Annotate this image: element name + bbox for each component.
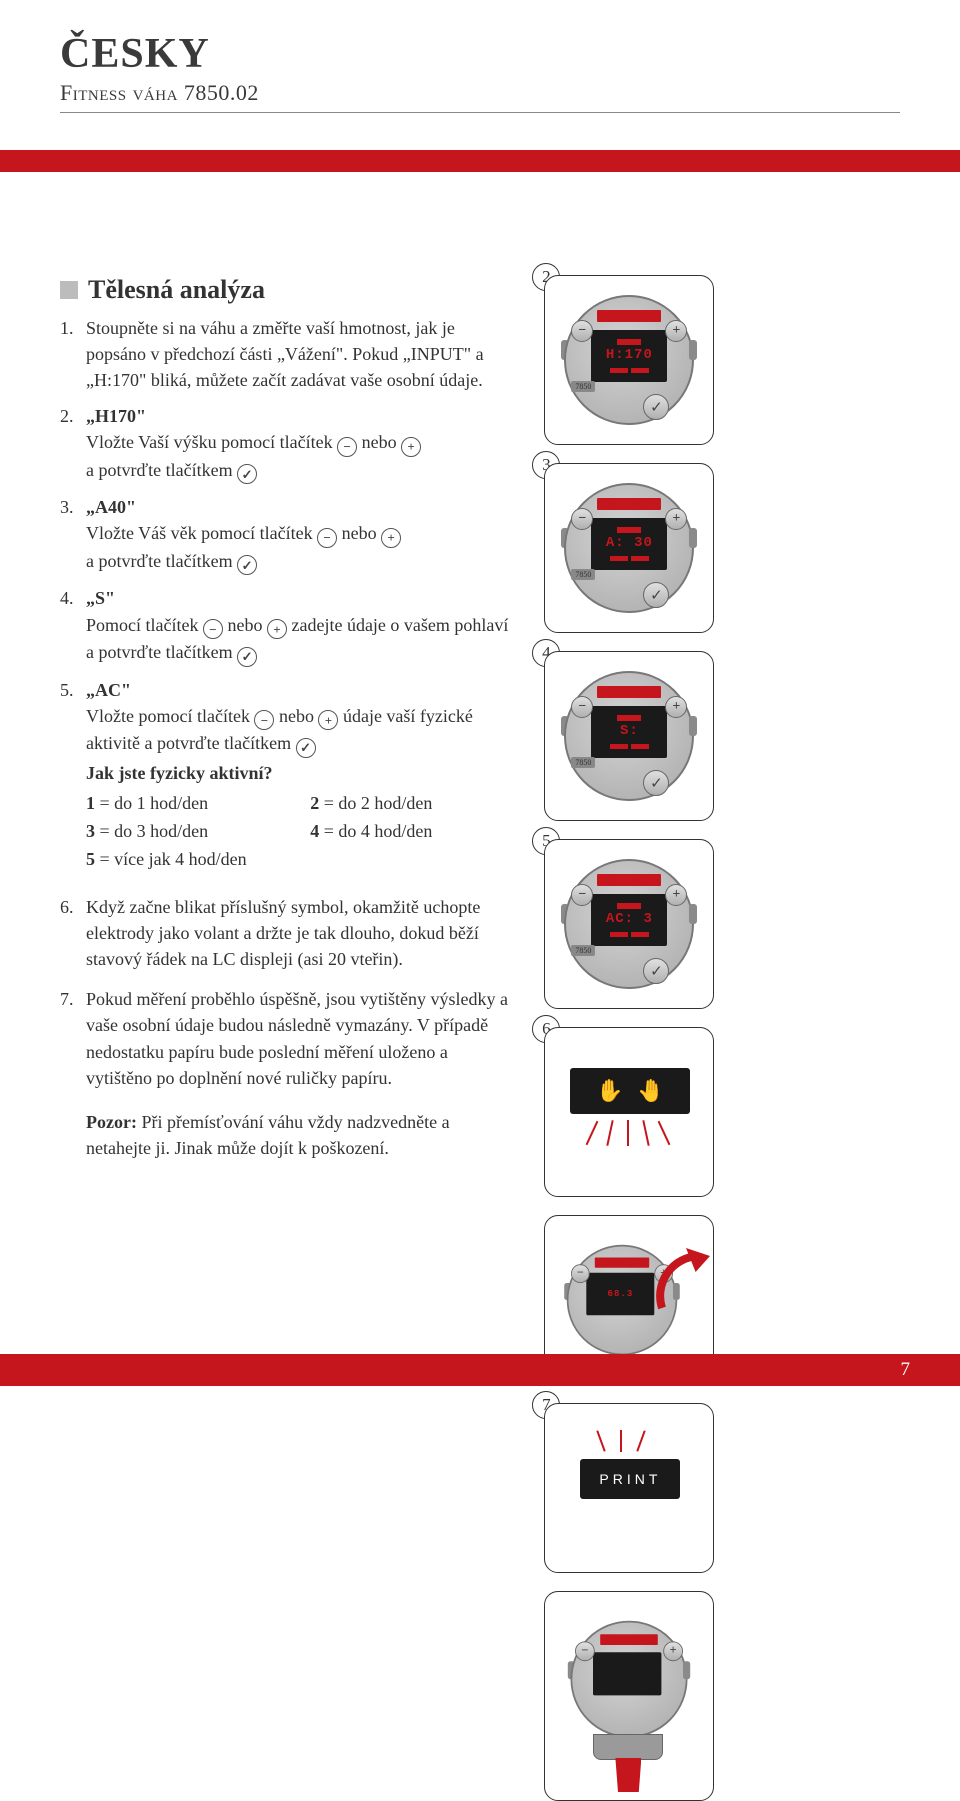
device-check-icon: ✓ xyxy=(643,770,669,796)
minus-icon: − xyxy=(337,437,357,457)
panel-5-lcd: AC: 3 xyxy=(606,911,653,927)
step-5-label: „AC" xyxy=(86,680,131,700)
section-bullet xyxy=(60,281,78,299)
device-minus-icon: − xyxy=(571,884,593,906)
panel-7b: − + xyxy=(544,1591,714,1801)
panel-3: A: 30 − + ✓ 7850 xyxy=(544,463,714,633)
check-icon: ✓ xyxy=(296,738,316,758)
step-1: 1. Stoupněte si na váhu a změřte vaší hm… xyxy=(60,315,514,393)
plus-icon: + xyxy=(267,619,287,639)
step-2: 2. „H170" Vložte Vaší výšku pomocí tlačí… xyxy=(60,403,514,484)
plus-icon: + xyxy=(318,710,338,730)
model-tag: 7850 xyxy=(571,381,595,392)
step-2-label: „H170" xyxy=(86,406,146,426)
paper-output-icon xyxy=(615,1758,641,1792)
check-icon: ✓ xyxy=(237,647,257,667)
panel-2: H:170 − + ✓ 7850 xyxy=(544,275,714,445)
step-4: 4. „S" Pomocí tlačítek − nebo + zadejte … xyxy=(60,585,514,666)
step-5: 5. „AC" Vložte pomocí tlačítek − nebo + … xyxy=(60,677,514,872)
device-check-icon: ✓ xyxy=(643,394,669,420)
paper-slot-icon xyxy=(593,1734,663,1760)
minus-icon: − xyxy=(203,619,223,639)
panel-6: ✋ 🤚 xyxy=(544,1027,714,1197)
steps-list: 1. Stoupněte si na váhu a změřte vaší hm… xyxy=(60,315,514,872)
step-3-label: „A40" xyxy=(86,497,136,517)
text-column: Tělesná analýza 1. Stoupněte si na váhu … xyxy=(60,275,514,1801)
print-label: PRINT xyxy=(580,1459,680,1499)
minus-icon: − xyxy=(254,710,274,730)
panel-5: AC: 3 − + ✓ 7850 xyxy=(544,839,714,1009)
steps-list-2: 6. Když začne blikat příslušný symbol, o… xyxy=(60,894,514,1091)
plus-icon: + xyxy=(401,437,421,457)
device-check-icon: ✓ xyxy=(643,958,669,984)
panel-3-lcd: A: 30 xyxy=(606,535,653,551)
panel-6b-lcd: 68.3 xyxy=(608,1289,634,1299)
section-title: Tělesná analýza xyxy=(88,275,265,305)
device-plus-icon: + xyxy=(665,696,687,718)
model-tag: 7850 xyxy=(571,757,595,768)
step-4-label: „S" xyxy=(86,588,115,608)
plus-icon: + xyxy=(381,528,401,548)
step-7: 7. Pokud měření proběhlo úspěšně, jsou v… xyxy=(60,986,514,1090)
footer-red-band: 7 xyxy=(0,1354,960,1386)
page-number: 7 xyxy=(901,1359,911,1381)
panel-4-lcd: S: xyxy=(620,723,639,739)
illustration-column: 2 H:170 − + ✓ 7850 xyxy=(544,275,900,1801)
check-icon: ✓ xyxy=(237,464,257,484)
panel-7: PRINT xyxy=(544,1403,714,1573)
panel-4: S: − + ✓ 7850 xyxy=(544,651,714,821)
device-check-icon: ✓ xyxy=(643,582,669,608)
hands-icon: ✋ 🤚 xyxy=(570,1068,690,1114)
curved-arrow-icon xyxy=(647,1236,714,1316)
device-plus-icon: + xyxy=(665,508,687,530)
panel-2-lcd: H:170 xyxy=(606,347,653,363)
warning-note: Pozor: Při přemísťování váhu vždy nadzve… xyxy=(86,1109,514,1161)
model-tag: 7850 xyxy=(571,569,595,580)
device-plus-icon: + xyxy=(665,320,687,342)
activity-levels: 11 = do 1 hod/den = do 1 hod/den 2 = do … xyxy=(86,790,514,872)
device-minus-icon: − xyxy=(571,508,593,530)
model-tag: 7850 xyxy=(571,945,595,956)
step-6: 6. Když začne blikat příslušný symbol, o… xyxy=(60,894,514,972)
activity-question: Jak jste fyzicky aktivní? xyxy=(86,760,514,786)
minus-icon: − xyxy=(317,528,337,548)
device-plus-icon: + xyxy=(665,884,687,906)
device-minus-icon: − xyxy=(571,320,593,342)
check-icon: ✓ xyxy=(237,555,257,575)
step-3: 3. „A40" Vložte Váš věk pomocí tlačítek … xyxy=(60,494,514,575)
device-minus-icon: − xyxy=(571,696,593,718)
